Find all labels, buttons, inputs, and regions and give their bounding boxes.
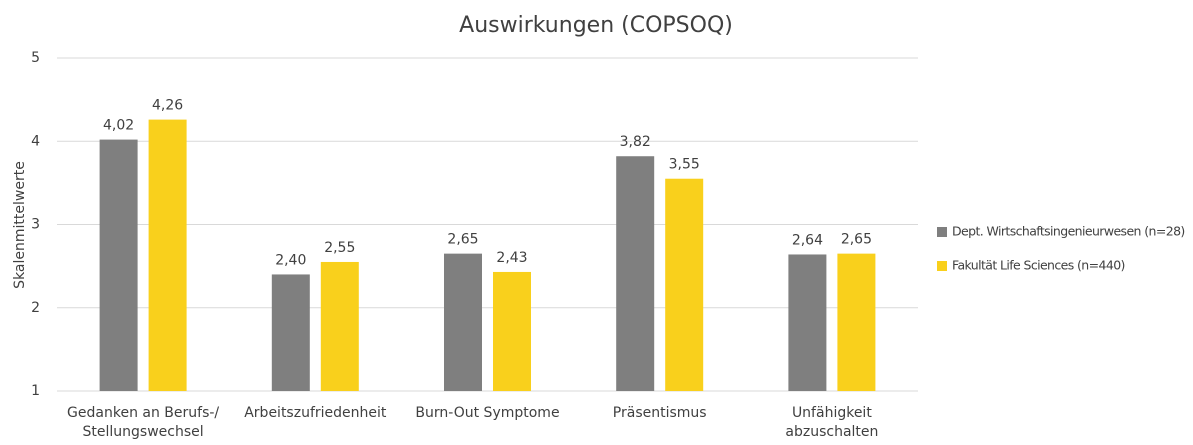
data-label: 2,55 (324, 240, 355, 256)
y-tick-label: 4 (31, 133, 40, 149)
y-tick-label: 2 (31, 300, 40, 316)
x-tick-label: Burn-Out Symptome (415, 405, 560, 421)
bar (616, 156, 655, 391)
bar (444, 253, 482, 391)
data-label: 4,02 (103, 118, 134, 134)
legend-swatch (937, 227, 947, 237)
x-tick-label: Präsentismus (612, 405, 707, 421)
y-tick-label: 5 (31, 50, 40, 66)
y-axis-label: Skalenmittelwerte (12, 161, 28, 289)
bar (99, 139, 138, 391)
data-label: 2,65 (447, 232, 478, 248)
bar (493, 271, 531, 391)
x-tick-label: Gedanken an Berufs-/ Stellungswechsel (67, 405, 220, 440)
bar (271, 274, 310, 391)
y-tick-label: 1 (31, 383, 40, 399)
bar (148, 119, 187, 391)
data-label: 3,82 (620, 134, 651, 150)
x-tick-label: Arbeitszufriedenheit (244, 405, 387, 421)
bar (837, 253, 876, 391)
y-tick-label: 3 (31, 217, 40, 233)
legend-label: Fakultät Life Sciences (n=440) (952, 258, 1125, 273)
bar (665, 178, 704, 391)
bar (320, 261, 359, 391)
data-label: 3,55 (669, 157, 700, 173)
chart-title: Auswirkungen (COPSOQ) (459, 13, 733, 38)
bar (788, 254, 827, 391)
x-tick-label: Unfähigkeit abzuschalten (785, 405, 879, 440)
data-label: 2,64 (792, 232, 823, 248)
legend-swatch (937, 261, 947, 271)
data-label: 4,26 (152, 98, 183, 114)
data-label: 2,43 (496, 250, 527, 266)
data-label: 2,40 (275, 252, 306, 268)
legend-label: Dept. Wirtschaftsingenieurwesen (n=28) (952, 224, 1185, 239)
data-label: 2,65 (841, 232, 872, 248)
